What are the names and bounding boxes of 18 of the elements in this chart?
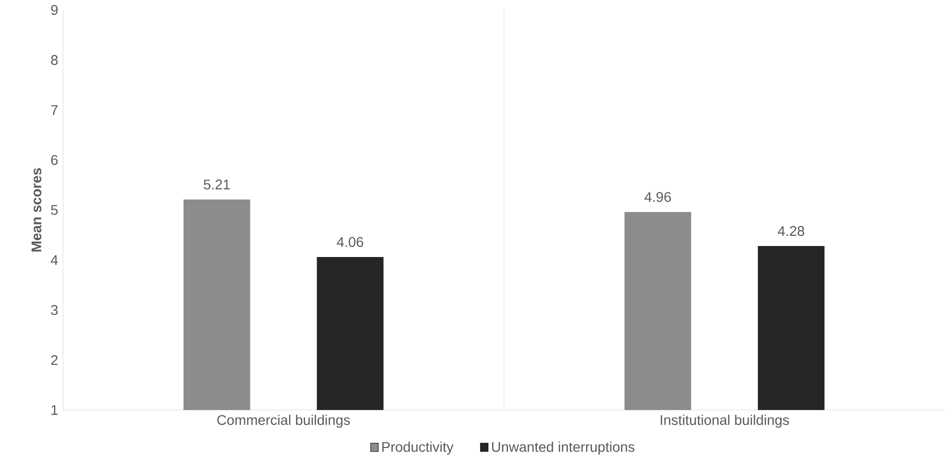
x-tick-label: Institutional buildings [660,414,789,428]
y-tick-label: 8 [51,55,58,65]
data-label: 4.06 [336,237,364,247]
y-tick-label: 3 [51,305,58,315]
data-label: 4.96 [644,192,671,202]
y-tick-label: 1 [52,405,58,415]
legend-label: Productivity [382,442,454,455]
y-tick-label: 2 [51,355,58,365]
data-label: 5.21 [204,180,230,190]
y-axis-title: Mean scores [32,168,42,252]
y-tick-label: 9 [51,5,58,15]
x-tick-label: Commercial buildings [217,414,350,428]
y-tick-label: 4 [50,255,58,265]
data-label: 4.28 [778,226,804,236]
legend-label: Unwanted interruptions [492,442,634,455]
y-tick-label: 7 [51,105,58,115]
y-tick-label: 6 [51,155,58,165]
y-tick-label: 5 [51,205,58,215]
